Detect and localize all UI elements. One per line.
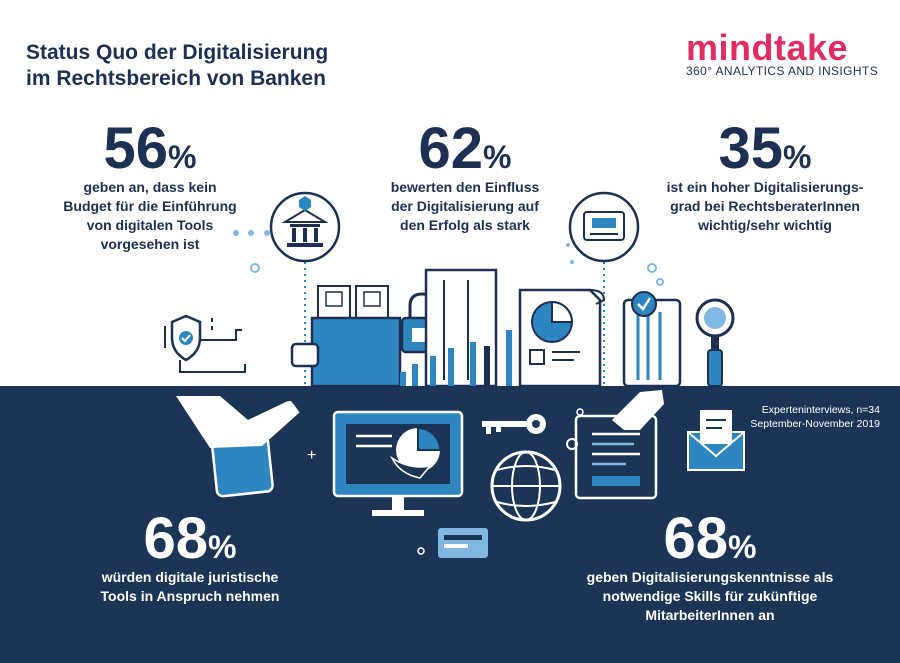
stat-legal-tools: 68% würden digitale juristische Tools in … xyxy=(60,510,320,606)
stat-description: ist ein hoher Digitalisierungs-grad bei … xyxy=(666,179,864,233)
mindtake-logo: mindtake 360° ANALYTICS AND INSIGHTS xyxy=(686,27,886,79)
stat-value: 62% xyxy=(418,116,512,181)
tablet-hand-icon: + xyxy=(176,396,316,498)
key-icon xyxy=(482,414,546,434)
logo-tagline: 360° ANALYTICS AND INSIGHTS xyxy=(686,64,879,78)
id-card-check-icon xyxy=(622,291,682,388)
card-icon xyxy=(417,528,488,558)
source-line-1: Experteninterviews, n=34 xyxy=(761,404,880,416)
magnifier-icon xyxy=(695,298,735,387)
stat-value: 68% xyxy=(143,506,237,571)
source-line-2: September-November 2019 xyxy=(750,418,880,430)
page-title: Status Quo der Digitalisierung im Rechts… xyxy=(26,40,446,92)
stat-value: 56% xyxy=(103,116,197,181)
wallet-icon xyxy=(290,285,402,388)
title-line-1: Status Quo der Digitalisierung xyxy=(26,41,329,64)
logo-name: mindtake xyxy=(686,27,849,68)
document-hand-icon xyxy=(566,390,664,500)
globe-icon xyxy=(490,450,562,522)
stat-impact: 62% bewerten den Einfluss der Digitalisie… xyxy=(350,120,580,235)
bank-icon xyxy=(269,191,341,263)
stat-budget: 56% geben an, dass kein Budget für die Ei… xyxy=(40,120,260,254)
cash-register-icon xyxy=(568,191,640,263)
stat-description: geben Digitalisierungskenntnisse als notw… xyxy=(586,569,834,623)
stat-description: würden digitale juristische Tools in Ansp… xyxy=(100,569,280,604)
svg-text:+: + xyxy=(307,447,316,464)
bar-chart-icon xyxy=(400,268,512,388)
floor-line xyxy=(0,386,900,394)
title-line-2: im Rechtsbereich von Banken xyxy=(26,67,326,90)
stat-description: bewerten den Einfluss der Digitalisierung… xyxy=(390,179,540,233)
stat-description: geben an, dass kein Budget für die Einfüh… xyxy=(63,179,237,252)
stat-value: 35% xyxy=(718,116,812,181)
envelope-icon xyxy=(687,410,745,471)
stat-digitalization-degree: 35% ist ein hoher Digitalisierungs-grad … xyxy=(640,120,890,235)
stat-skills: 68% geben Digitalisierungskenntnisse als… xyxy=(560,510,860,625)
stat-value: 68% xyxy=(663,506,757,571)
source-note: Experteninterviews, n=34 September-Novem… xyxy=(740,403,880,431)
shield-check-icon xyxy=(164,314,246,373)
monitor-pie-icon xyxy=(332,410,464,516)
pie-chart-document-icon xyxy=(518,288,606,388)
